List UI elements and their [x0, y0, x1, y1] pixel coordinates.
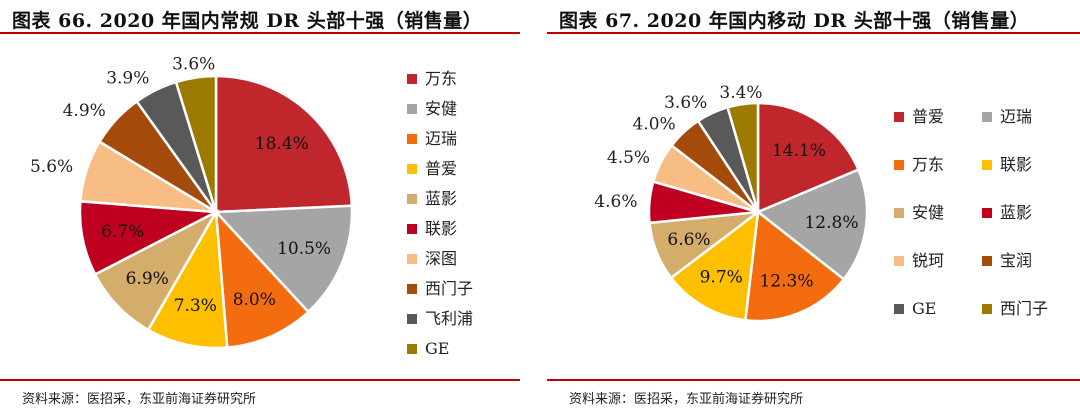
pie-value-label: 4.6%: [594, 192, 637, 212]
legend-swatch: [982, 208, 992, 218]
pie-value-label: 4.9%: [63, 101, 106, 121]
pie-slice-5: [93, 208, 220, 332]
legend-swatch: [407, 104, 417, 114]
chart-source: 资料来源：医招采，东亚前海证券研究所: [569, 392, 804, 407]
legend-swatch: [982, 112, 992, 122]
pie-value-label: 12.3%: [759, 271, 813, 291]
pie-value-label: 4.5%: [607, 148, 650, 168]
legend-swatch: [894, 112, 904, 122]
pie-value-label: 18.4%: [255, 134, 309, 154]
legend-swatch: [407, 344, 417, 354]
pie-value-label: 12.8%: [804, 213, 858, 233]
pie-value-label: 7.3%: [174, 296, 217, 316]
chart-title: 图表 66. 2020 年国内常规 DR 头部十强（销售量）: [12, 10, 483, 32]
pie-slice-3: [743, 209, 846, 323]
pie-value-label: 3.6%: [172, 55, 215, 75]
pie-slice-1: [214, 74, 354, 214]
legend-label: 万东: [425, 69, 457, 88]
pie-slice-1: [756, 101, 861, 214]
legend-label: 西门子: [425, 279, 473, 298]
pie-value-label: 6.9%: [126, 269, 169, 289]
legend-swatch: [407, 254, 417, 264]
pie-value-label: 10.5%: [277, 239, 331, 259]
pie-value-label: 3.4%: [719, 83, 762, 103]
legend-swatch: [407, 74, 417, 84]
legend-swatch: [407, 224, 417, 234]
pie-slice-2: [755, 168, 869, 282]
pie-slice-10: [726, 101, 760, 213]
pie-slice-4: [146, 207, 229, 350]
pie-value-label: 6.7%: [101, 222, 144, 242]
legend-label: GE: [425, 339, 449, 358]
legend-label: 蓝影: [425, 189, 457, 208]
legend-label: 宝润: [1000, 251, 1032, 270]
legend-swatch: [894, 160, 904, 170]
legend-label: 联影: [425, 219, 457, 238]
legend-label: 普爱: [425, 159, 457, 178]
legend-swatch: [982, 160, 992, 170]
legend-swatch: [982, 304, 992, 314]
legend-swatch: [894, 304, 904, 314]
legend-label: 蓝影: [1000, 203, 1032, 222]
legend-swatch: [982, 256, 992, 266]
legend-label: 安健: [425, 99, 457, 118]
legend-swatch: [407, 314, 417, 324]
pie-slice-3: [214, 208, 311, 349]
pie-slice-10: [174, 74, 218, 213]
legend-swatch: [894, 208, 904, 218]
chart-panel-right: 图表 67. 2020 年国内移动 DR 头部十强（销售量） 14.1% 12.8…: [547, 0, 1080, 418]
pie-value-label: 5.6%: [30, 157, 73, 177]
legend-label: 迈瑞: [425, 129, 457, 148]
title-rule: [547, 32, 1080, 34]
legend-label: GE: [912, 299, 936, 318]
legend-swatch: [407, 194, 417, 204]
legend-label: 迈瑞: [1000, 107, 1032, 126]
legend-label: 安健: [912, 203, 944, 222]
legend-swatch: [407, 284, 417, 294]
pie-chart-right: 14.1% 12.8% 12.3% 9.7% 6.6% 4.6% 4.5% 4.0%3.6% 3…: [594, 83, 1048, 323]
pie-value-label: 8.0%: [233, 290, 276, 310]
pie-value-label: 3.6%: [664, 93, 707, 113]
legend-label: 锐珂: [912, 251, 944, 270]
legend-label: 西门子: [1000, 299, 1048, 318]
legend-label: 联影: [1000, 155, 1032, 174]
source-rule: [547, 379, 1080, 381]
legend-label: 飞利浦: [425, 309, 473, 328]
pie-value-label: 3.9%: [106, 69, 149, 89]
pie-value-label: 4.0%: [632, 114, 675, 134]
legend-swatch: [407, 164, 417, 174]
legend-label: 深图: [425, 249, 457, 268]
pie-slice-4: [669, 209, 760, 322]
chart-panel-left: 图表 66. 2020 年国内常规 DR 头部十强（销售量） 18.4% 10.5…: [0, 0, 520, 418]
chart-title: 图表 67. 2020 年国内移动 DR 头部十强（销售量）: [559, 10, 1030, 32]
chart-source: 资料来源：医招采，东亚前海证券研究所: [22, 392, 257, 407]
pie-value-label: 14.1%: [772, 141, 826, 161]
legend-swatch: [894, 256, 904, 266]
pie-value-label: 6.6%: [667, 230, 710, 250]
legend-swatch: [407, 134, 417, 144]
legend-label: 万东: [912, 155, 944, 174]
pie-slice-2: [213, 204, 354, 314]
title-rule: [0, 32, 520, 34]
pie-value-label: 9.7%: [700, 267, 743, 287]
pie-chart-left: 18.4% 10.5% 8.0% 7.3%6.9% 6.7% 5.6% 4.9%3.9% 3.…: [30, 55, 473, 358]
legend-label: 普爱: [912, 107, 944, 126]
source-rule: [0, 379, 520, 381]
